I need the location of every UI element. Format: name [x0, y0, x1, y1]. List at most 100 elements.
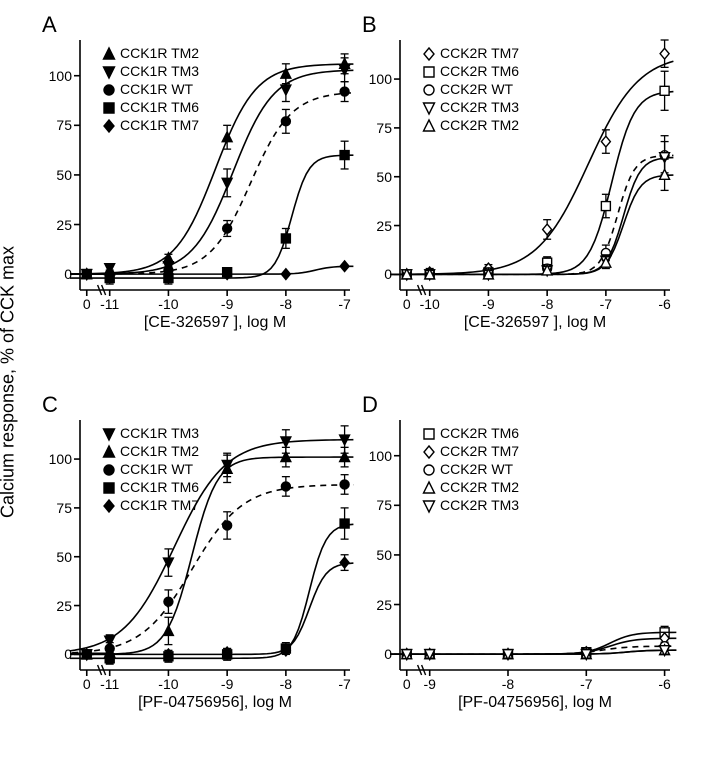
xtick-label: -9 — [209, 676, 245, 692]
ytick-label: 50 — [40, 167, 72, 183]
ytick-label: 50 — [360, 169, 392, 185]
legend-marker-icon — [98, 478, 120, 496]
legend-item: CCK1R TM2 — [98, 442, 199, 460]
xtick-label: -8 — [268, 676, 304, 692]
legend-item: CCK1R WT — [98, 80, 199, 98]
legend-label: CCK1R TM6 — [120, 98, 199, 116]
xtick-label: -6 — [647, 676, 683, 692]
legend-marker-icon — [418, 80, 440, 98]
x-axis-label: [CE-326597 ], log M — [400, 314, 670, 332]
legend-marker-icon — [98, 80, 120, 98]
legend-item: CCK2R TM2 — [418, 478, 519, 496]
legend-marker-icon — [418, 478, 440, 496]
legend-marker-icon — [418, 460, 440, 478]
xtick-label: -7 — [327, 296, 363, 312]
xtick-label: -9 — [470, 296, 506, 312]
legend-panel-d: CCK2R TM6CCK2R TM7CCK2R WTCCK2R TM2CCK2R… — [418, 424, 519, 514]
ytick-label: 75 — [40, 500, 72, 516]
ytick-label: 0 — [360, 646, 392, 662]
ytick-label: 50 — [360, 547, 392, 563]
xtick-label: -7 — [588, 296, 624, 312]
legend-label: CCK2R WT — [440, 80, 513, 98]
legend-label: CCK2R TM6 — [440, 424, 519, 442]
legend-panel-a: CCK1R TM2CCK1R TM3CCK1R WTCCK1R TM6CCK1R… — [98, 44, 199, 134]
legend-item: CCK1R TM6 — [98, 478, 199, 496]
legend-item: CCK2R TM2 — [418, 116, 519, 134]
xtick-label: -11 — [92, 676, 128, 692]
xtick-label: -10 — [150, 296, 186, 312]
ytick-label: 0 — [40, 266, 72, 282]
legend-label: CCK2R TM3 — [440, 496, 519, 514]
ytick-label: 75 — [360, 497, 392, 513]
legend-marker-icon — [98, 424, 120, 442]
ytick-label: 25 — [40, 217, 72, 233]
legend-label: CCK1R TM2 — [120, 44, 199, 62]
xtick-label: -10 — [412, 296, 448, 312]
xtick-label: -6 — [647, 296, 683, 312]
ytick-label: 100 — [360, 71, 392, 87]
ytick-label: 0 — [40, 646, 72, 662]
legend-item: CCK2R TM7 — [418, 44, 519, 62]
legend-panel-c: CCK1R TM3CCK1R TM2CCK1R WTCCK1R TM6CCK1R… — [98, 424, 199, 514]
ytick-label: 25 — [360, 218, 392, 234]
panel-letter-d: D — [362, 392, 378, 418]
legend-marker-icon — [418, 116, 440, 134]
ytick-label: 100 — [40, 68, 72, 84]
legend-marker-icon — [418, 424, 440, 442]
legend-marker-icon — [98, 62, 120, 80]
legend-item: CCK1R TM3 — [98, 62, 199, 80]
legend-label: CCK2R WT — [440, 460, 513, 478]
ytick-label: 100 — [360, 448, 392, 464]
ytick-label: 0 — [360, 266, 392, 282]
ytick-label: 50 — [40, 549, 72, 565]
x-axis-label: [PF-04756956], log M — [400, 694, 670, 712]
legend-item: CCK1R WT — [98, 460, 199, 478]
xtick-label: -8 — [490, 676, 526, 692]
xtick-label: -7 — [327, 676, 363, 692]
legend-label: CCK1R TM2 — [120, 442, 199, 460]
legend-item: CCK2R TM3 — [418, 496, 519, 514]
xtick-label: -11 — [92, 296, 128, 312]
ytick-label: 75 — [40, 117, 72, 133]
legend-item: CCK2R WT — [418, 80, 519, 98]
legend-label: CCK1R TM7 — [120, 116, 199, 134]
legend-marker-icon — [418, 496, 440, 514]
legend-item: CCK2R WT — [418, 460, 519, 478]
legend-item: CCK1R TM7 — [98, 116, 199, 134]
legend-marker-icon — [98, 442, 120, 460]
legend-item: CCK2R TM6 — [418, 424, 519, 442]
xtick-label: -8 — [529, 296, 565, 312]
ytick-label: 75 — [360, 120, 392, 136]
legend-marker-icon — [98, 98, 120, 116]
legend-item: CCK2R TM3 — [418, 98, 519, 116]
legend-label: CCK2R TM2 — [440, 478, 519, 496]
legend-label: CCK1R TM7 — [120, 496, 199, 514]
x-axis-label: [PF-04756956], log M — [80, 694, 350, 712]
panel-letter-c: C — [42, 392, 58, 418]
legend-marker-icon — [98, 460, 120, 478]
xtick-label: -10 — [150, 676, 186, 692]
legend-marker-icon — [98, 496, 120, 514]
legend-label: CCK1R TM6 — [120, 478, 199, 496]
legend-item: CCK2R TM6 — [418, 62, 519, 80]
legend-item: CCK1R TM2 — [98, 44, 199, 62]
legend-marker-icon — [98, 116, 120, 134]
panel-letter-b: B — [362, 12, 377, 38]
xtick-label: -9 — [412, 676, 448, 692]
legend-label: CCK1R WT — [120, 460, 193, 478]
legend-marker-icon — [418, 442, 440, 460]
ytick-label: 25 — [360, 597, 392, 613]
legend-label: CCK2R TM3 — [440, 98, 519, 116]
legend-marker-icon — [418, 62, 440, 80]
legend-label: CCK1R TM3 — [120, 424, 199, 442]
panel-letter-a: A — [42, 12, 57, 38]
legend-label: CCK2R TM7 — [440, 442, 519, 460]
legend-label: CCK1R WT — [120, 80, 193, 98]
legend-panel-b: CCK2R TM7CCK2R TM6CCK2R WTCCK2R TM3CCK2R… — [418, 44, 519, 134]
legend-item: CCK1R TM6 — [98, 98, 199, 116]
x-axis-label: [CE-326597 ], log M — [80, 314, 350, 332]
legend-item: CCK2R TM7 — [418, 442, 519, 460]
ytick-label: 25 — [40, 598, 72, 614]
legend-label: CCK2R TM6 — [440, 62, 519, 80]
legend-item: CCK1R TM3 — [98, 424, 199, 442]
